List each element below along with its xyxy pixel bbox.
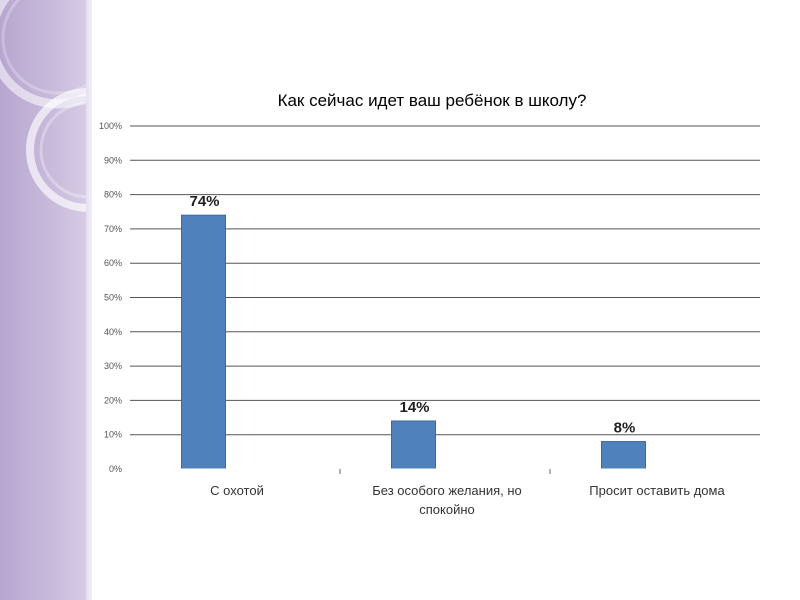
bar [601, 441, 646, 470]
chart-y-axis: 0% 10% 20% 30% 40% 50% 60% 70% 80% 90% 100% [99, 121, 122, 474]
chart-data-labels: 74% 14% 8% [189, 193, 635, 436]
y-tick-label: 0% [109, 464, 122, 474]
y-tick-label: 40% [104, 327, 122, 337]
x-category-label: спокойно [419, 502, 475, 517]
data-label: 14% [399, 399, 429, 416]
x-category-label: Просит оставить дома [589, 483, 725, 498]
chart-x-axis: С охотой Без особого желания, но спокойно П… [130, 468, 760, 517]
sidebar-edge [86, 0, 92, 600]
y-tick-label: 90% [104, 155, 122, 165]
chart-title: Как сейчас идет ваш ребёнок в школу? [278, 91, 587, 110]
bar [181, 214, 226, 470]
y-tick-label: 80% [104, 190, 122, 200]
x-category-label: Без особого желания, но [372, 483, 522, 498]
x-category-label: С охотой [210, 483, 264, 498]
y-tick-label: 70% [104, 224, 122, 234]
y-tick-label: 100% [99, 121, 122, 131]
bar [391, 420, 436, 470]
data-label: 8% [614, 420, 636, 437]
slide-sidebar-decoration [0, 0, 92, 600]
y-tick-label: 10% [104, 430, 122, 440]
chart-bars [181, 214, 646, 470]
chart-gridlines [130, 125, 760, 436]
y-tick-label: 60% [104, 258, 122, 268]
data-label: 74% [189, 193, 219, 210]
y-tick-label: 30% [104, 361, 122, 371]
y-tick-label: 20% [104, 395, 122, 405]
y-tick-label: 50% [104, 293, 122, 303]
